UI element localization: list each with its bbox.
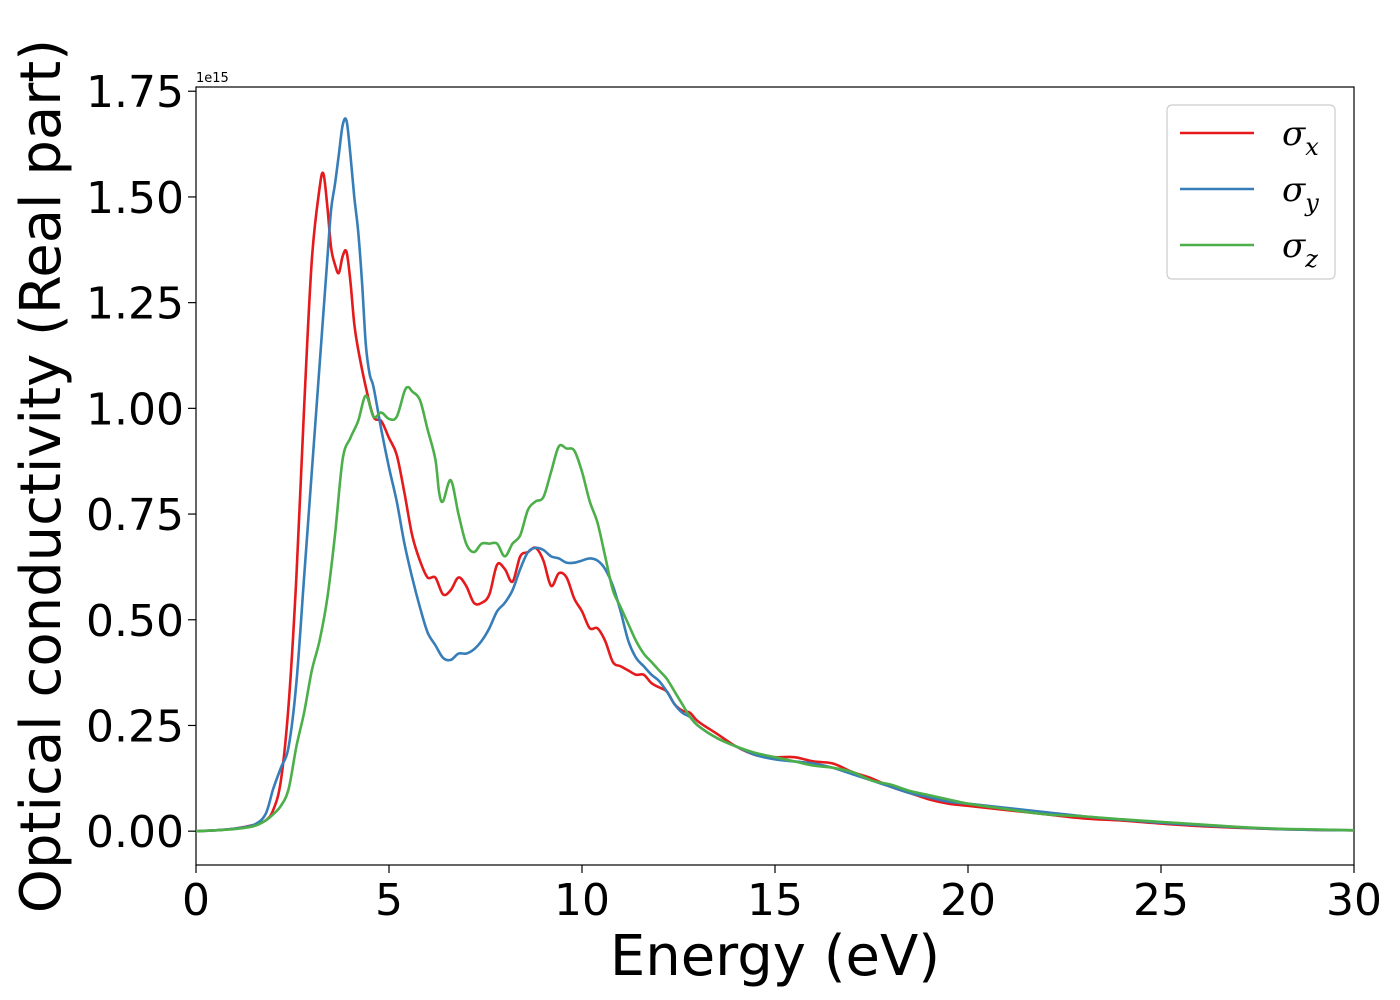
x-axis-label: Energy (eV)	[610, 924, 940, 989]
x-tick-label: 10	[554, 875, 610, 926]
x-tick-label: 30	[1326, 875, 1382, 926]
y-axis-offset-text: 1e15	[196, 71, 229, 86]
y-tick-label: 0.25	[86, 701, 184, 752]
x-tick-label: 5	[375, 875, 403, 926]
legend-label-x: σx	[1282, 114, 1319, 161]
plot-area-frame	[195, 86, 1355, 866]
x-tick-label: 15	[747, 875, 803, 926]
y-axis-label: Optical conductivity (Real part)	[9, 39, 74, 913]
y-tick-label: 1.00	[86, 384, 184, 435]
legend-label-z: σz	[1282, 226, 1318, 273]
y-tick-label: 1.75	[86, 67, 184, 118]
x-tick-label: 0	[182, 875, 210, 926]
y-tick-label: 1.25	[86, 279, 184, 330]
y-tick-label: 1.50	[86, 173, 184, 224]
legend-label-y: σy	[1282, 170, 1319, 217]
x-tick-label: 20	[940, 875, 996, 926]
y-axis-ticks: 0.00 0.25 0.50 0.75 1.00 1.25 1.50 1.75	[86, 67, 196, 858]
x-tick-label: 25	[1133, 875, 1189, 926]
y-tick-label: 0.00	[86, 807, 184, 858]
series-lines	[195, 117, 1355, 833]
x-axis-ticks: 0 5 10 15 20 25 30	[182, 865, 1382, 926]
legend: σx σy σz	[1166, 104, 1336, 280]
legend-frame	[1166, 104, 1336, 280]
y-tick-label: 0.75	[86, 490, 184, 541]
y-tick-label: 0.50	[86, 596, 184, 647]
series-line-z	[195, 385, 1355, 833]
